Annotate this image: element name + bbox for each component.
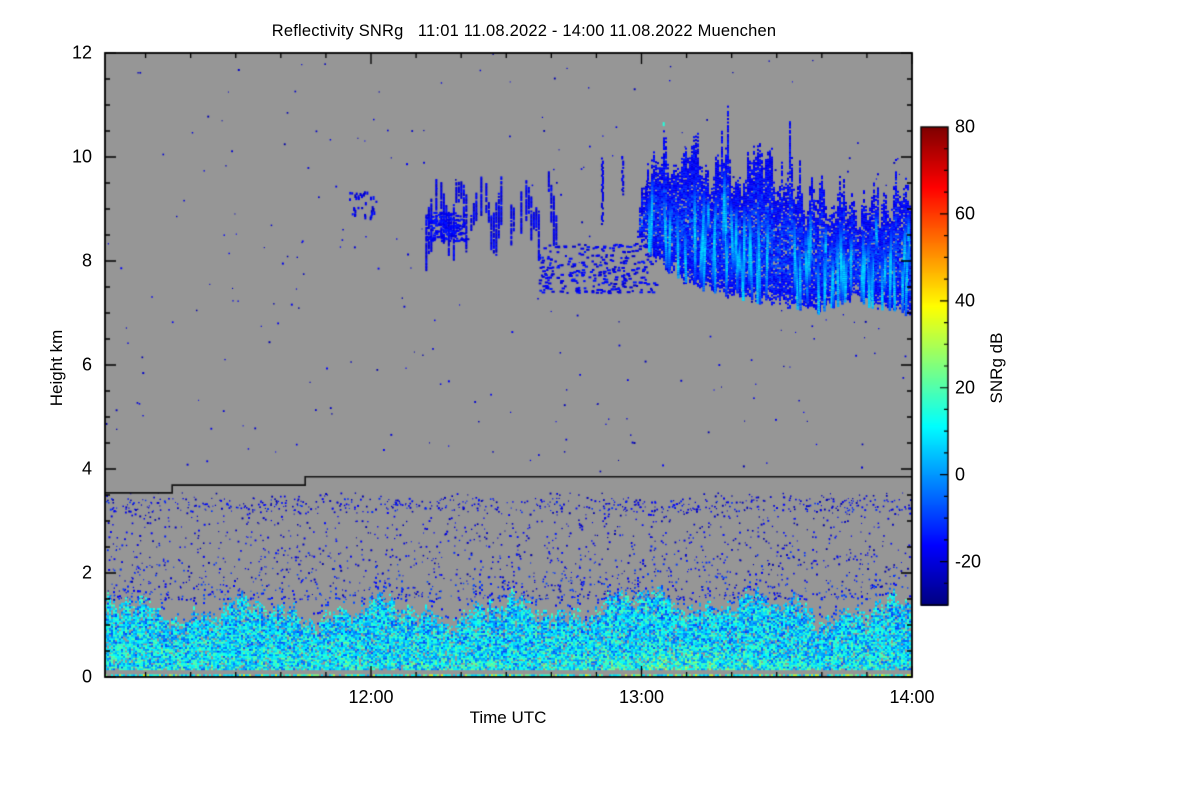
colorbar-tick-label: -20: [955, 551, 982, 572]
y-tick-label: 2: [81, 562, 92, 583]
colorbar-label: SNRg dB: [987, 332, 1006, 404]
x-tick-label: 13:00: [618, 687, 665, 707]
y-tick-label: 6: [81, 354, 92, 375]
x-tick-label: 12:00: [348, 687, 394, 707]
y-tick-label: 10: [71, 146, 92, 167]
chart-title: Reflectivity SNRg 11:01 11.08.2022 - 14:…: [271, 22, 777, 40]
y-tick-label: 4: [81, 458, 92, 479]
x-tick-label: 14:00: [889, 687, 935, 707]
y-tick-label: 0: [81, 666, 92, 687]
colorbar-tick-label: 80: [955, 116, 976, 137]
x-axis-label: Time UTC: [469, 708, 547, 727]
y-tick-label: 12: [71, 42, 92, 63]
colorbar-tick-label: 40: [955, 290, 976, 311]
colorbar-tick-label: 0: [955, 464, 966, 485]
colorbar-tick-label: 20: [955, 377, 976, 398]
y-tick-label: 8: [81, 250, 92, 271]
y-axis-label: Height km: [47, 329, 66, 407]
colorbar-tick-label: 60: [955, 203, 976, 224]
